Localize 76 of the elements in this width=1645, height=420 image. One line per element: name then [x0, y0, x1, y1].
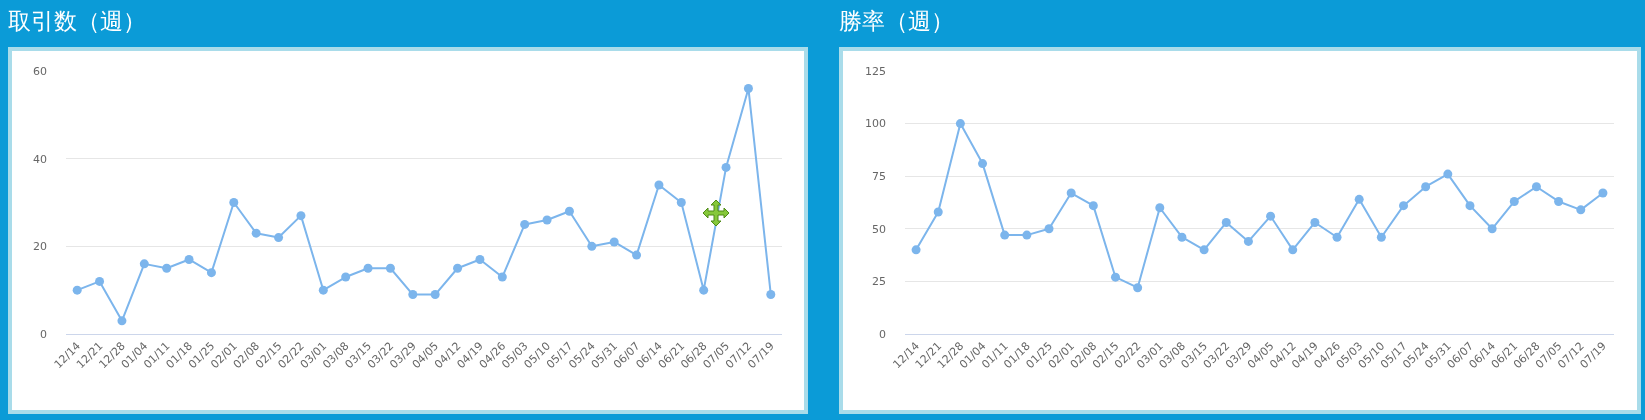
point — [632, 250, 642, 260]
y-tick-label: 40 — [33, 152, 47, 166]
point — [497, 272, 507, 282]
point — [1465, 201, 1475, 211]
point — [1177, 232, 1187, 242]
point — [1443, 169, 1453, 179]
y-tick-label: 20 — [33, 240, 47, 254]
point — [1133, 283, 1143, 293]
point — [162, 263, 172, 273]
point — [1354, 194, 1364, 204]
y-tick-label: 25 — [872, 275, 886, 289]
point — [430, 290, 440, 300]
point — [1288, 245, 1298, 255]
y-tick-label: 50 — [872, 222, 886, 236]
point — [1022, 230, 1032, 240]
point — [184, 254, 194, 264]
point — [72, 285, 82, 295]
point — [1044, 224, 1054, 234]
point — [95, 276, 105, 286]
point — [206, 268, 216, 278]
point — [1399, 201, 1409, 211]
point — [766, 290, 776, 300]
point — [117, 316, 127, 326]
point — [229, 198, 239, 207]
point — [139, 259, 149, 269]
point — [609, 237, 619, 247]
point — [933, 207, 943, 217]
y-tick-label: 60 — [33, 64, 47, 78]
point — [721, 162, 731, 172]
point — [341, 272, 351, 282]
chart-title: 取引数（週） — [8, 7, 146, 36]
point — [1376, 232, 1386, 242]
point — [318, 285, 328, 295]
point — [542, 215, 552, 225]
point — [520, 219, 530, 229]
y-tick-label: 0 — [879, 327, 886, 341]
point — [1243, 236, 1253, 246]
point — [911, 245, 921, 255]
point — [1576, 205, 1586, 215]
point — [1199, 245, 1209, 255]
point — [274, 233, 284, 243]
y-tick-label: 125 — [865, 64, 886, 78]
point — [1554, 196, 1564, 206]
point — [1221, 217, 1231, 227]
point — [1110, 272, 1120, 282]
point — [1000, 230, 1010, 240]
point — [1332, 232, 1342, 242]
chart-title: 勝率（週） — [839, 7, 954, 36]
point — [978, 159, 988, 169]
point — [676, 198, 686, 207]
point — [1266, 211, 1276, 221]
y-tick-label: 100 — [865, 117, 886, 131]
y-tick-label: 0 — [40, 327, 47, 341]
point — [1310, 217, 1320, 227]
point — [654, 180, 664, 190]
point — [1531, 182, 1541, 192]
point — [453, 263, 463, 273]
point — [475, 254, 485, 264]
point — [1598, 188, 1608, 198]
point — [408, 290, 418, 300]
y-tick-label: 75 — [872, 170, 886, 184]
point — [1155, 203, 1165, 213]
point — [955, 119, 965, 129]
point — [743, 84, 753, 94]
point — [699, 285, 709, 295]
point — [385, 263, 395, 273]
point — [251, 228, 261, 238]
point — [1487, 224, 1497, 234]
point — [1088, 201, 1098, 211]
point — [1421, 182, 1431, 192]
point — [1509, 196, 1519, 206]
point — [1066, 188, 1076, 198]
point — [363, 263, 373, 273]
point — [296, 211, 306, 221]
point — [564, 206, 574, 216]
point — [587, 241, 597, 251]
